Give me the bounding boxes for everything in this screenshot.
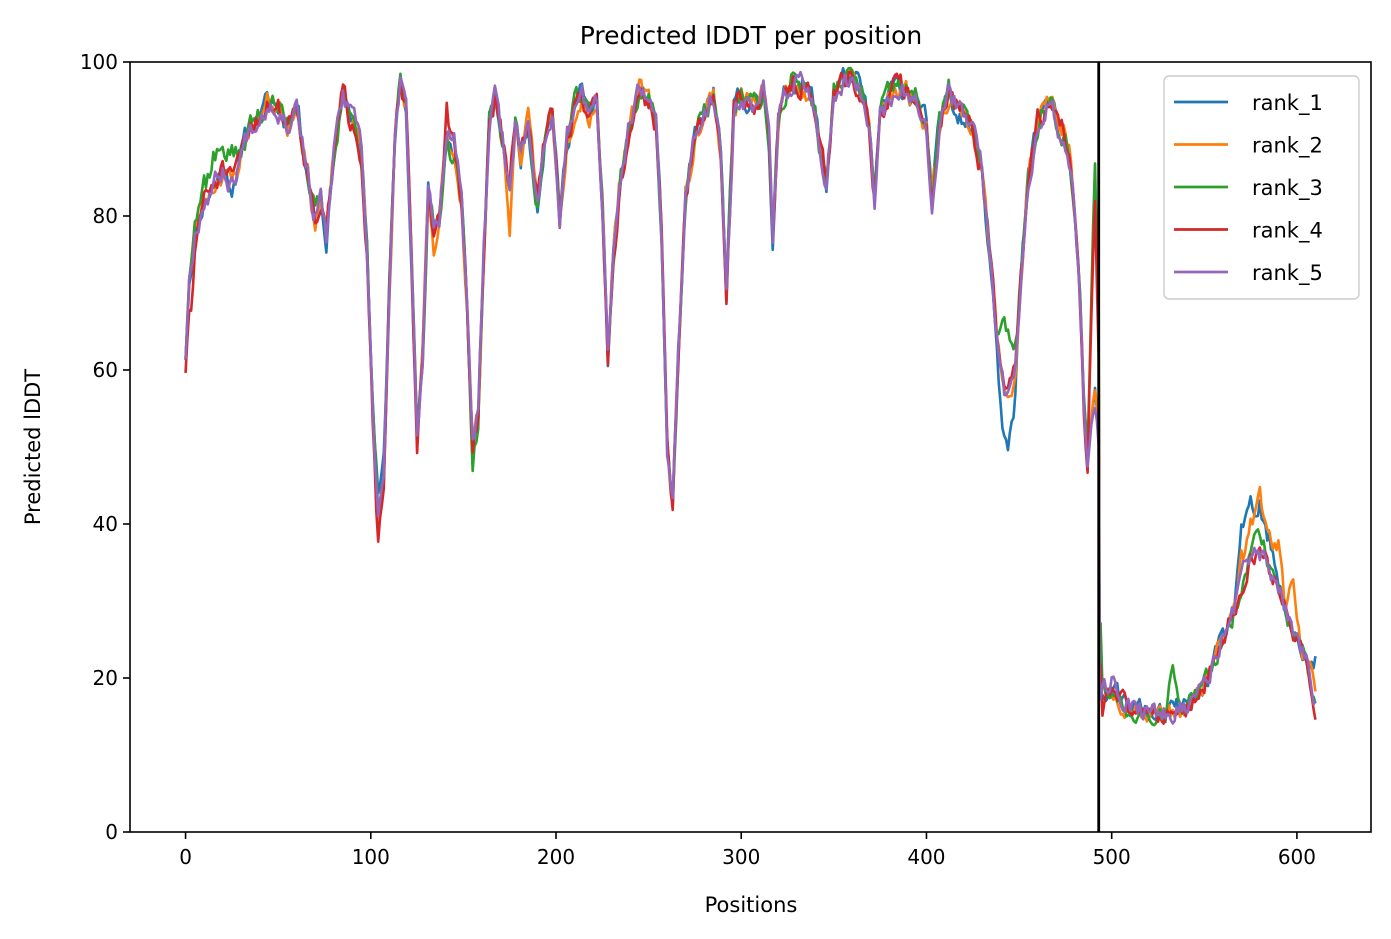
- x-tick-label: 100: [352, 845, 390, 869]
- y-tick-label: 80: [93, 204, 118, 228]
- legend-label-rank_2: rank_2: [1252, 134, 1323, 159]
- y-axis-title: Predicted lDDT: [21, 369, 45, 525]
- y-tick-label: 60: [93, 358, 118, 382]
- x-tick-label: 0: [179, 845, 192, 869]
- x-tick-label: 200: [537, 845, 575, 869]
- axes-frame: [129, 61, 1372, 833]
- series-line-rank_3: [184, 66, 1317, 727]
- y-tick-label: 40: [93, 512, 118, 536]
- y-tick-label: 0: [105, 820, 118, 844]
- x-tick-label: 600: [1278, 845, 1316, 869]
- series-line-rank_5: [184, 70, 1317, 725]
- legend-label-rank_3: rank_3: [1252, 176, 1323, 201]
- series-line-rank_2: [184, 66, 1317, 723]
- plot-area: [184, 62, 1317, 832]
- x-axis-title: Positions: [705, 893, 798, 917]
- chart-title: Predicted lDDT per position: [580, 21, 922, 50]
- y-tick-label: 100: [80, 50, 118, 74]
- y-tick-label: 20: [93, 666, 118, 690]
- axes: 0 100 200 300 400 500 600 0 20 40 60 80 100: [80, 50, 1372, 869]
- series-line-rank_1: [184, 66, 1317, 722]
- legend-box: [1163, 75, 1360, 300]
- legend: rank_1 rank_2 rank_3 rank_4 rank_5: [1163, 75, 1360, 300]
- legend-label-rank_4: rank_4: [1252, 219, 1323, 244]
- x-tick-label: 400: [907, 845, 945, 869]
- x-tick-label: 300: [722, 845, 760, 869]
- series-line-rank_4: [184, 70, 1317, 725]
- legend-label-rank_5: rank_5: [1252, 261, 1323, 286]
- x-tick-label: 500: [1093, 845, 1131, 869]
- legend-label-rank_1: rank_1: [1252, 91, 1323, 116]
